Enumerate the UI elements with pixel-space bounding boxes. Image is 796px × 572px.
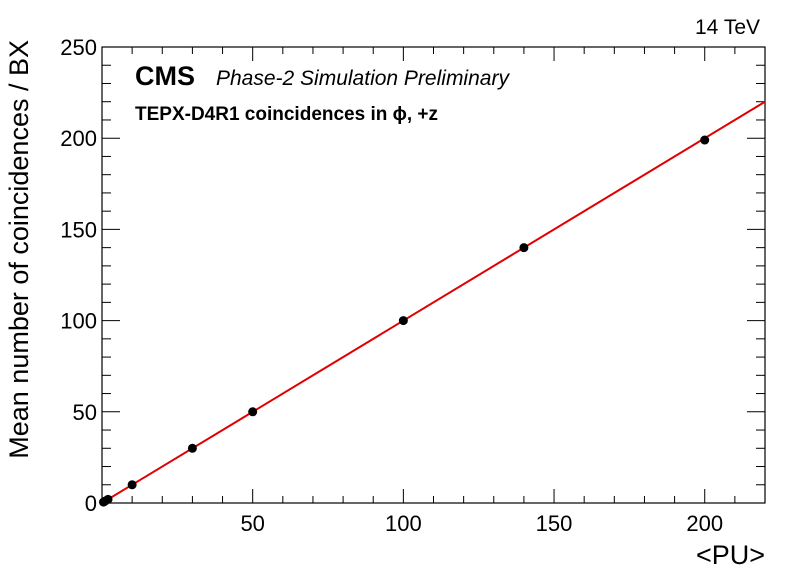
- energy-label: 14 TeV: [695, 16, 760, 39]
- x-tick-label: 200: [686, 511, 723, 536]
- data-point: [187, 443, 197, 453]
- y-tick-label: 50: [73, 400, 97, 425]
- x-tick-label: 150: [536, 511, 573, 536]
- axis-ticks: [102, 47, 765, 503]
- data-point: [700, 135, 710, 145]
- fit-line: [101, 100, 766, 504]
- y-tick-label: 200: [60, 126, 97, 151]
- x-axis-title: <PU>: [696, 540, 765, 570]
- data-point: [519, 243, 529, 253]
- data-point: [103, 494, 113, 504]
- y-axis-title: Mean number of coincidences / BX: [4, 40, 34, 459]
- chart-title: TEPX-D4R1 coincidences in ϕ, +z: [135, 104, 438, 125]
- y-tick-label: 150: [60, 217, 97, 242]
- experiment-label: CMS: [135, 61, 195, 91]
- data-point: [127, 480, 137, 490]
- status-label: Phase-2 Simulation Preliminary: [216, 67, 510, 90]
- data-point: [398, 316, 408, 326]
- y-tick-label: 250: [60, 35, 97, 60]
- points-layer: [99, 135, 710, 507]
- tick-labels: 50 100 150 200 0 50 100 150 200 250: [60, 35, 723, 536]
- y-tick-label: 0: [85, 491, 97, 516]
- y-tick-label: 100: [60, 309, 97, 334]
- fit-layer: [101, 100, 766, 504]
- x-tick-label: 50: [240, 511, 264, 536]
- data-point: [248, 407, 258, 417]
- x-tick-label: 100: [385, 511, 422, 536]
